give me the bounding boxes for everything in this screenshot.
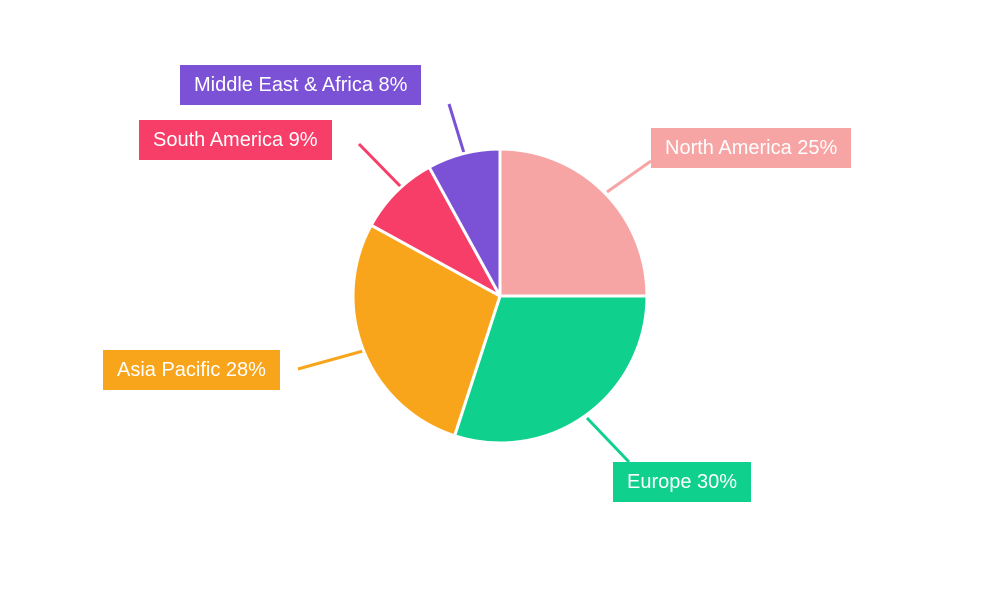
leader-line-middle-east-africa xyxy=(447,103,466,154)
leader-line-south-america xyxy=(357,142,407,193)
pie-slices-group xyxy=(351,147,649,445)
pie-slice-south-america xyxy=(369,165,502,298)
pie-slice-europe xyxy=(453,294,649,445)
slice-label-north-america: North America 25% xyxy=(651,128,852,168)
slice-label-europe: Europe 30% xyxy=(613,462,752,502)
slice-label-middle-east-africa: Middle East & Africa 8% xyxy=(180,65,422,105)
pie-slice-middle-east-africa xyxy=(427,147,502,298)
pie-slice-asia-pacific xyxy=(351,223,502,438)
slice-label-asia-pacific: Asia Pacific 28% xyxy=(103,350,280,390)
leader-line-europe xyxy=(585,416,631,464)
leader-lines-group xyxy=(297,103,652,464)
pie-slice-north-america xyxy=(498,147,649,298)
leader-line-north-america xyxy=(606,159,652,194)
slice-label-south-america: South America 9% xyxy=(139,120,332,160)
leader-line-asia-pacific xyxy=(297,349,364,371)
